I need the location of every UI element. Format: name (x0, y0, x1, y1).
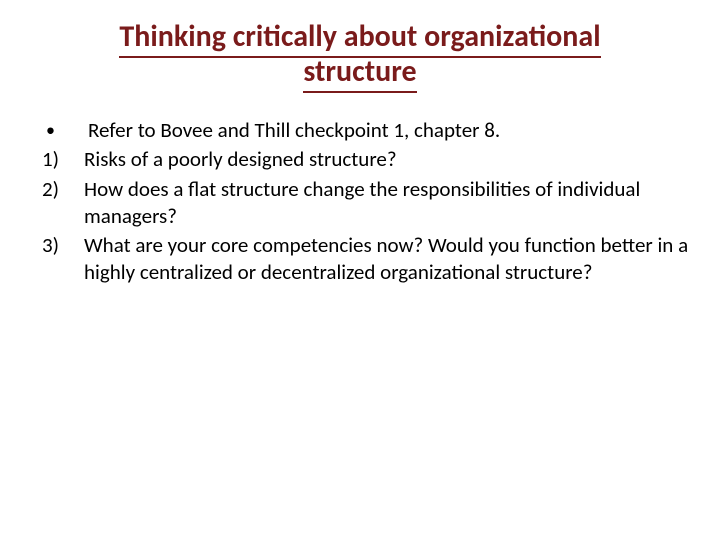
list-item: • Refer to Bovee and Thill checkpoint 1,… (36, 117, 690, 144)
list-item: 1) Risks of a poorly designed structure? (36, 146, 690, 173)
slide-title-text: Thinking critically about organizational… (119, 18, 600, 93)
bullet-icon: • (36, 117, 88, 144)
list-item: 3) What are your core competencies now? … (36, 232, 690, 287)
slide-body: • Refer to Bovee and Thill checkpoint 1,… (30, 117, 690, 287)
list-item-text: Refer to Bovee and Thill checkpoint 1, c… (88, 117, 690, 144)
list-item-marker: 1) (36, 146, 84, 173)
list-item-marker: 3) (36, 232, 84, 287)
list-item-text: Risks of a poorly designed structure? (84, 146, 690, 173)
list-item: 2) How does a flat structure change the … (36, 176, 690, 231)
list-item-marker: 2) (36, 176, 84, 231)
slide: Thinking critically about organizational… (0, 0, 720, 540)
list-item-text: How does a flat structure change the res… (84, 176, 690, 231)
list-item-text: What are your core competencies now? Wou… (84, 232, 690, 287)
slide-title: Thinking critically about organizational… (70, 20, 650, 89)
